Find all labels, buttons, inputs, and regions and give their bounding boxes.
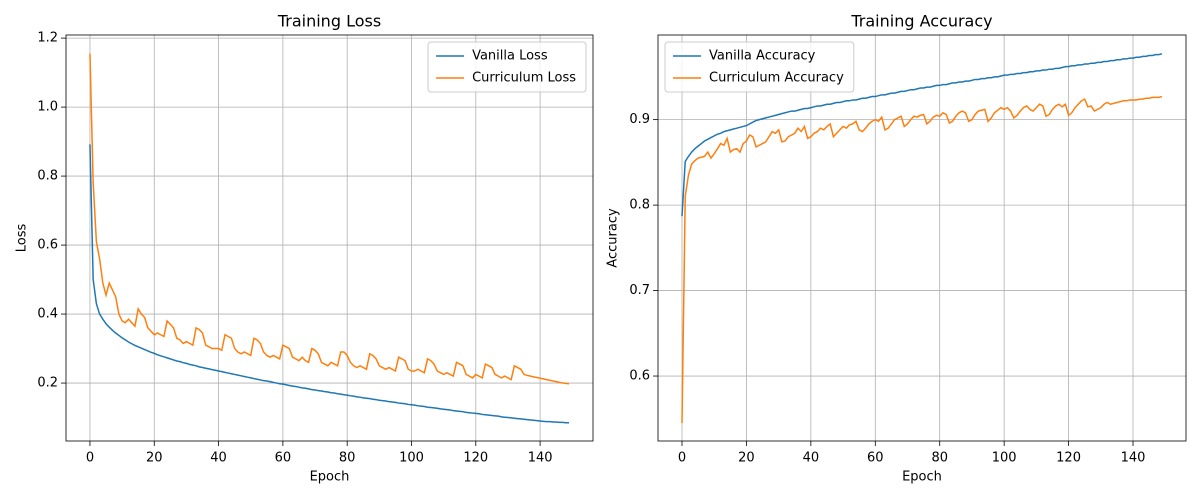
x-axis-label: Epoch <box>902 470 942 485</box>
x-tick-label: 80 <box>931 451 948 466</box>
y-tick-label: 0.6 <box>37 238 58 253</box>
x-tick-label: 0 <box>678 451 686 466</box>
legend: Vanilla Loss Curriculum Loss <box>427 41 587 93</box>
x-tick-label: 120 <box>1056 451 1081 466</box>
x-tick-label: 140 <box>528 451 553 466</box>
x-tick-label: 80 <box>339 451 356 466</box>
y-axis-label: Accuracy <box>606 208 621 268</box>
x-tick-label: 140 <box>1121 451 1146 466</box>
legend: Vanilla Accuracy Curriculum Accuracy <box>664 41 855 93</box>
y-tick-label: 0.6 <box>629 369 650 384</box>
legend-frame <box>664 41 855 93</box>
y-tick-label: 0.2 <box>37 376 58 391</box>
legend-label: Vanilla Accuracy <box>709 49 816 64</box>
x-tick-label: 100 <box>992 451 1017 466</box>
series-line <box>89 53 570 385</box>
y-axis-label: Loss <box>15 224 30 253</box>
x-tick-label: 60 <box>275 451 292 466</box>
series-line <box>681 95 1163 424</box>
y-tick-label: 0.9 <box>629 112 650 127</box>
x-axis-label: Epoch <box>310 470 350 485</box>
x-tick-label: 40 <box>803 451 820 466</box>
series-line <box>89 144 570 424</box>
x-tick-label: 40 <box>210 451 227 466</box>
x-tick-label: 100 <box>399 451 424 466</box>
x-tick-label: 20 <box>738 451 755 466</box>
y-tick-label: 0.4 <box>37 307 58 322</box>
series-line <box>681 53 1163 217</box>
y-tick-label: 1.2 <box>37 31 58 46</box>
y-tick-label: 1.0 <box>37 100 58 115</box>
x-tick-label: 0 <box>86 451 94 466</box>
y-tick-label: 0.8 <box>37 169 58 184</box>
chart-title: Training Accuracy <box>850 12 992 31</box>
x-tick-label: 120 <box>463 451 488 466</box>
y-tick-label: 0.8 <box>629 198 650 213</box>
x-tick-label: 60 <box>867 451 884 466</box>
axes-frame <box>657 34 1187 442</box>
y-tick-label: 0.7 <box>629 283 650 298</box>
legend-label: Curriculum Accuracy <box>709 71 844 86</box>
legend-label: Curriculum Loss <box>472 71 576 86</box>
axes-frame <box>65 34 594 442</box>
legend-label: Vanilla Loss <box>472 49 548 64</box>
x-tick-label: 20 <box>146 451 163 466</box>
chart-title: Training Loss <box>277 12 381 31</box>
axes: Training Accuracy Epoch Accuracy 0 20 40 60 80 1… <box>606 12 1187 485</box>
legend-frame <box>427 41 587 93</box>
axes: Training Loss Epoch Loss 0 20 40 60 80 100 120 140… <box>15 12 594 485</box>
